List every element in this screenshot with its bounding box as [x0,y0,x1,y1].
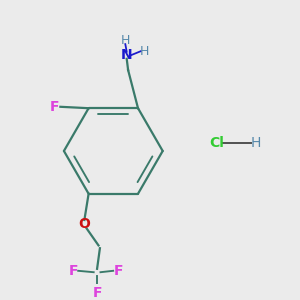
Text: F: F [113,264,123,278]
Text: N: N [121,48,133,62]
Text: Cl: Cl [209,136,224,149]
Text: H: H [121,34,130,47]
Text: F: F [92,286,102,300]
Text: H: H [251,136,261,149]
Text: F: F [50,100,59,114]
Text: O: O [78,217,90,231]
Text: H: H [140,45,149,58]
Text: F: F [68,264,78,278]
